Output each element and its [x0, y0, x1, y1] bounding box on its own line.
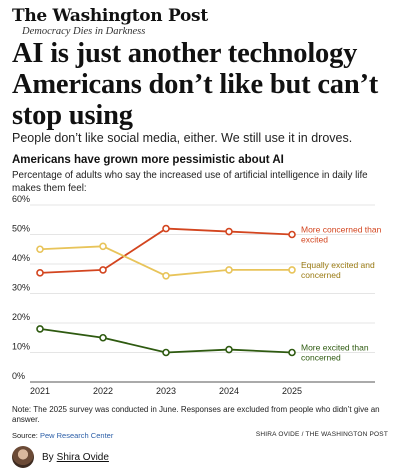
y-tick-label: 50% — [12, 224, 30, 234]
graphic-credit: SHIRA OVIDE / THE WASHINGTON POST — [255, 431, 388, 438]
byline-prefix: By — [42, 451, 54, 463]
data-point — [288, 230, 296, 239]
data-point — [36, 245, 44, 254]
data-point — [162, 272, 170, 280]
data-point — [99, 333, 107, 342]
data-point — [99, 242, 107, 251]
x-tick-label: 2025 — [282, 386, 302, 396]
source-label: Source: — [12, 431, 38, 440]
byline-author-link[interactable]: Shira Ovide — [56, 451, 109, 463]
data-point — [162, 348, 170, 357]
x-tick-label: 2021 — [30, 386, 50, 396]
data-point — [225, 345, 233, 354]
data-point — [36, 325, 44, 333]
y-tick-label: 0% — [12, 371, 25, 381]
y-tick-label: 10% — [12, 342, 30, 352]
series-label: Equally excited and concerned — [301, 260, 375, 280]
series-line — [39, 227, 293, 274]
y-tick-label: 30% — [12, 283, 30, 293]
data-point — [288, 348, 296, 357]
data-point — [288, 266, 296, 274]
data-point — [99, 266, 107, 274]
data-point — [225, 266, 233, 274]
masthead-logo[interactable]: The Washington Post — [12, 6, 208, 26]
series-label: More excited than concerned — [301, 343, 369, 363]
masthead-tagline: Democracy Dies in Darkness — [22, 26, 146, 37]
article-dek: People don’t like social media, either. … — [12, 131, 353, 145]
author-avatar[interactable] — [12, 446, 34, 468]
series-label: More concerned than excited — [301, 225, 382, 245]
x-tick-label: 2022 — [93, 386, 113, 396]
x-tick-label: 2024 — [219, 386, 239, 396]
source-link[interactable]: Pew Research Center — [39, 431, 114, 440]
chart-subtitle: Percentage of adults who say the increas… — [12, 170, 368, 194]
data-point — [225, 227, 233, 236]
line-chart: 0% 10% 20% 30% 40% 50% 60% 2021 2022 2023 2024 2025… — [12, 195, 382, 396]
y-tick-label: 20% — [12, 312, 30, 322]
article-headline: AI is just another technology Americans … — [12, 38, 379, 131]
x-tick-label: 2023 — [156, 386, 176, 396]
masthead: The Washington Post Democracy Dies in Da… — [12, 6, 388, 38]
y-tick-label: 60% — [12, 195, 30, 204]
y-tick-label: 40% — [12, 253, 30, 263]
data-point — [36, 269, 44, 277]
data-point — [162, 224, 170, 233]
chart-note: Note: The 2025 survey was conducted in J… — [12, 405, 380, 424]
chart-title: Americans have grown more pessimistic ab… — [12, 154, 284, 166]
byline: By Shira Ovide — [12, 446, 109, 468]
chart-source: Source: Pew Research Center — [12, 431, 113, 440]
